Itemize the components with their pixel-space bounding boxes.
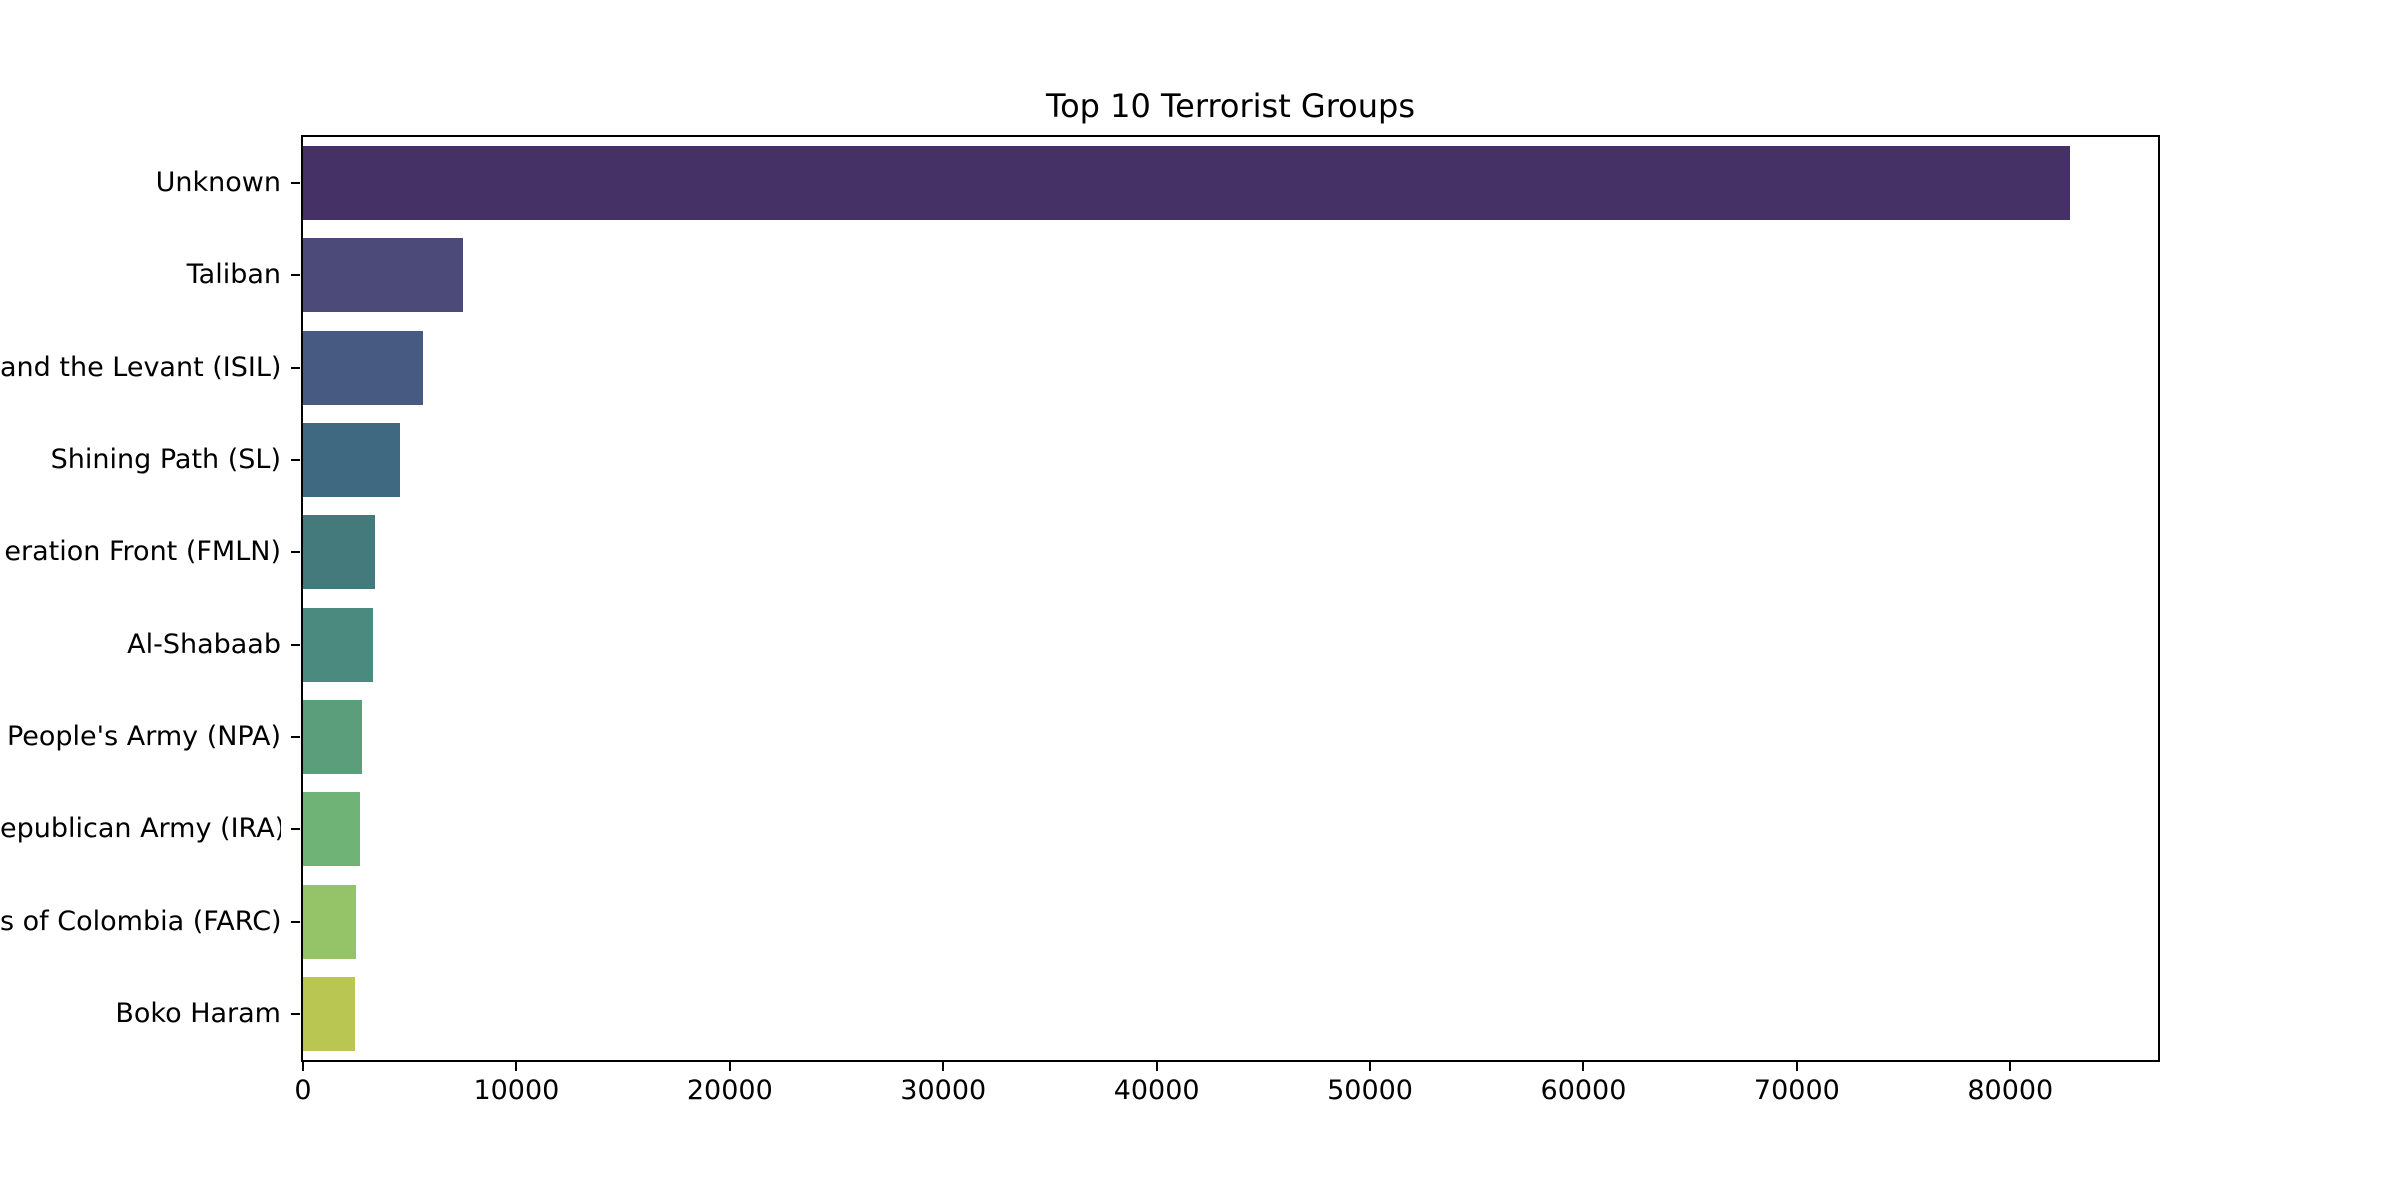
- y-tick-label-8: epublican Army (IRA): [0, 814, 281, 845]
- x-tick-label-3: 20000: [686, 1075, 773, 1106]
- y-tick-mark-4: [291, 459, 300, 462]
- y-tick-label-10: Boko Haram: [115, 998, 281, 1029]
- bar-3: [303, 330, 423, 405]
- x-tick-label-6: 50000: [1327, 1075, 1413, 1106]
- y-tick-label-7: People's Army (NPA): [6, 721, 281, 752]
- x-tick-label-8: 70000: [1753, 1075, 1840, 1106]
- y-tick-mark-5: [291, 551, 300, 554]
- x-tick-mark-8: [1795, 1062, 1798, 1071]
- bar-8: [303, 792, 360, 867]
- bar-7: [303, 699, 363, 774]
- x-tick-label-4: 30000: [900, 1075, 987, 1106]
- x-tick-mark-4: [942, 1062, 945, 1071]
- y-tick-label-6: Al-Shabaab: [127, 629, 281, 660]
- y-tick-mark-6: [291, 643, 300, 646]
- y-tick-mark-10: [291, 1012, 300, 1015]
- x-tick-mark-1: [302, 1062, 304, 1071]
- bar-5: [303, 515, 375, 590]
- bar-1: [303, 146, 2070, 221]
- y-tick-mark-1: [291, 182, 300, 185]
- x-tick-label-2: 10000: [473, 1075, 560, 1106]
- bar-2: [303, 238, 463, 313]
- chart-title: Top 10 Terrorist Groups: [1045, 87, 1415, 125]
- y-tick-mark-3: [291, 366, 300, 369]
- x-tick-label-1: 0: [294, 1075, 312, 1106]
- x-tick-label-7: 60000: [1540, 1075, 1627, 1106]
- x-tick-mark-9: [2009, 1062, 2012, 1071]
- bar-6: [303, 607, 374, 682]
- y-tick-label-9: s of Colombia (FARC): [0, 906, 281, 937]
- y-tick-label-1: Unknown: [155, 168, 281, 199]
- x-tick-mark-3: [728, 1062, 731, 1071]
- y-tick-label-2: Taliban: [186, 260, 281, 291]
- y-tick-mark-2: [291, 274, 300, 277]
- y-tick-label-5: eration Front (FMLN): [4, 537, 281, 568]
- y-tick-mark-9: [291, 920, 300, 923]
- y-tick-mark-7: [291, 735, 300, 738]
- x-tick-mark-5: [1155, 1062, 1158, 1071]
- x-tick-mark-7: [1582, 1062, 1585, 1071]
- x-tick-mark-2: [515, 1062, 518, 1071]
- y-tick-label-4: Shining Path (SL): [50, 445, 281, 476]
- plot-area: [301, 135, 2160, 1062]
- bar-10: [303, 976, 355, 1051]
- y-tick-label-3: and the Levant (ISIL): [0, 352, 281, 383]
- bar-4: [303, 423, 401, 498]
- x-tick-mark-6: [1369, 1062, 1372, 1071]
- bar-9: [303, 884, 357, 959]
- x-tick-label-5: 40000: [1113, 1075, 1200, 1106]
- y-tick-mark-8: [291, 828, 300, 831]
- x-tick-label-9: 80000: [1967, 1075, 2054, 1106]
